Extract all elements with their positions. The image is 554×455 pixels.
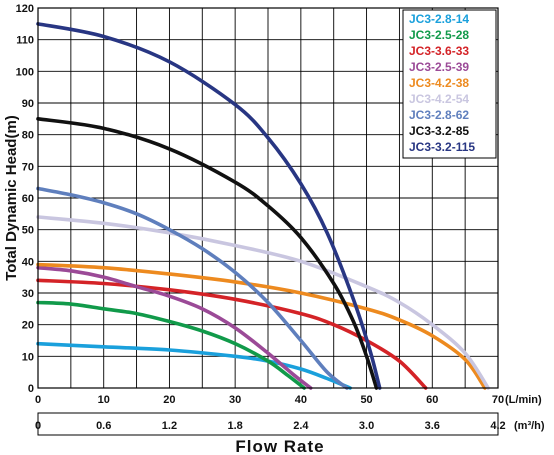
x-tick-labels-secondary: 0 0.6 1.2 1.8 2.4 3.0 3.6 4.2 <box>35 420 506 432</box>
legend-entry: JC3-2.8-14 <box>409 12 469 26</box>
legend-entry: JC3-3.2-115 <box>409 140 475 154</box>
x-tick-label-primary: 70 <box>492 394 504 406</box>
x-tick-label-primary: 60 <box>426 394 438 406</box>
y-tick-label: 20 <box>22 320 34 332</box>
series-line-JC3-3.2-115 <box>36 22 382 390</box>
series-line-JC3-4.2-54 <box>36 215 490 390</box>
legend-entry: JC3-4.2-38 <box>409 76 469 90</box>
y-tick-label: 120 <box>16 3 34 15</box>
x-unit-primary: (L/min) <box>505 394 542 406</box>
series-line-JC3-2.5-28 <box>36 300 306 390</box>
series-line-JC3-2.8-62 <box>36 186 349 390</box>
y-tick-label: 60 <box>22 193 34 205</box>
y-tick-label: 10 <box>22 351 34 363</box>
x-axis-label: Flow Rate <box>235 437 324 455</box>
x-tick-label-primary: 10 <box>98 394 110 406</box>
y-tick-label: 110 <box>16 35 34 47</box>
series-line-JC3-4.2-38 <box>36 262 487 390</box>
y-axis-label: Total Dynamic Head(m) <box>3 115 20 281</box>
series-line-JC3-3.6-33 <box>36 278 428 390</box>
legend-entry: JC3-2.5-39 <box>409 60 469 74</box>
x-tick-label-secondary: 0.6 <box>96 420 111 432</box>
x-tick-label-primary: 20 <box>163 394 175 406</box>
x-tick-label-primary: 40 <box>295 394 307 406</box>
x-tick-label-secondary: 1.8 <box>227 420 242 432</box>
series-line-JC3-2.5-39 <box>36 265 313 390</box>
y-tick-label: 90 <box>22 98 34 110</box>
y-tick-label: 0 <box>28 383 34 395</box>
curves <box>36 22 490 390</box>
x-tick-label-secondary: 2.4 <box>293 420 309 432</box>
legend-entry: JC3-2.5-28 <box>409 28 469 42</box>
x-tick-label-secondary: 3.0 <box>359 420 374 432</box>
x-secondary-band <box>37 412 499 436</box>
y-tick-label: 100 <box>16 66 34 78</box>
legend-entry: JC3-3.2-85 <box>409 124 469 138</box>
x-tick-label-primary: 30 <box>229 394 241 406</box>
x-tick-label-primary: 50 <box>360 394 372 406</box>
y-tick-label: 70 <box>22 161 34 173</box>
y-tick-label: 80 <box>22 130 34 142</box>
x-tick-label-secondary: 1.2 <box>162 420 177 432</box>
legend-entry: JC3-4.2-54 <box>409 92 469 106</box>
legend-entry: JC3-2.8-62 <box>409 108 469 122</box>
y-tick-labels: 0 10 20 30 40 50 60 70 80 90 100 110 120 <box>16 3 34 395</box>
x-tick-label-secondary: 4.2 <box>490 420 505 432</box>
series-line-JC3-2.8-14 <box>36 341 352 390</box>
x-tick-labels-primary: 0 10 20 30 40 50 60 70 <box>35 394 504 406</box>
y-tick-label: 40 <box>22 256 34 268</box>
legend-box <box>402 9 497 159</box>
y-tick-label: 50 <box>22 225 34 237</box>
y-tick-label: 30 <box>22 288 34 300</box>
x-tick-label-secondary: 3.6 <box>425 420 440 432</box>
legend-entry: JC3-3.6-33 <box>409 44 469 58</box>
grid <box>38 8 498 388</box>
x-tick-label-primary: 0 <box>35 394 41 406</box>
plot-frame <box>37 7 499 389</box>
legend: JC3-2.8-14 JC3-2.5-28 JC3-3.6-33 JC3-2.5-39… <box>402 9 497 159</box>
series-line-JC3-3.2-85 <box>36 117 379 390</box>
x-tick-label-secondary: 0 <box>35 420 41 432</box>
x-unit-secondary: (m³/h) <box>514 420 545 432</box>
